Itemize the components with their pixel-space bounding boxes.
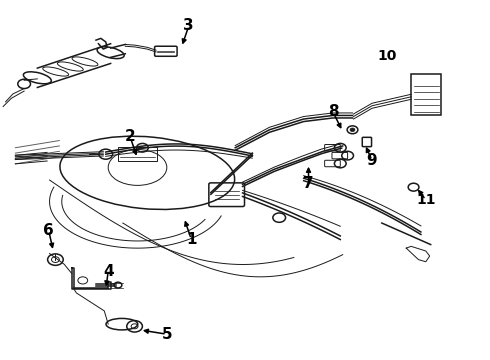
Text: 2: 2 [125, 130, 136, 144]
Text: 4: 4 [103, 264, 114, 279]
Text: 7: 7 [303, 176, 314, 191]
Text: 10: 10 [377, 49, 396, 63]
Text: 6: 6 [43, 223, 54, 238]
Text: 9: 9 [367, 153, 377, 168]
Text: 8: 8 [328, 104, 338, 120]
Text: 3: 3 [183, 18, 194, 33]
Text: 11: 11 [416, 193, 436, 207]
Circle shape [350, 128, 355, 132]
Text: 1: 1 [186, 232, 196, 247]
Text: 5: 5 [162, 327, 172, 342]
